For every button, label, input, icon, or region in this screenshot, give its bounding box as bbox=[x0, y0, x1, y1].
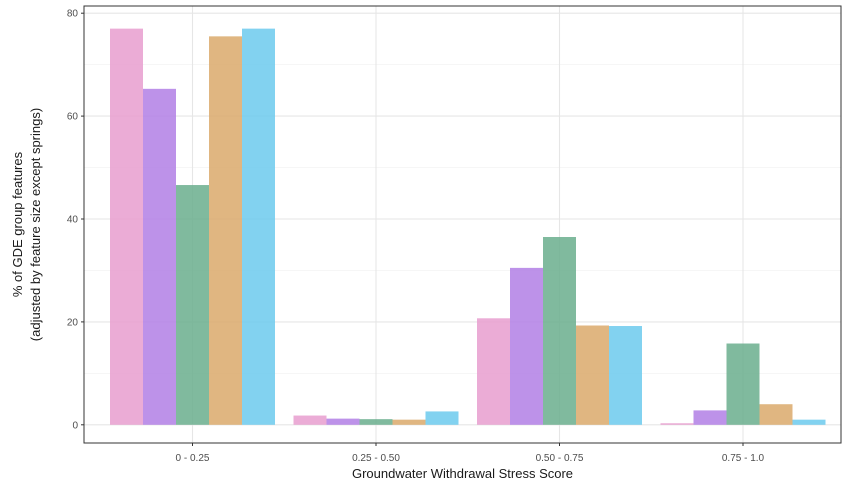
y-tick-label: 0 bbox=[72, 420, 78, 431]
bar bbox=[110, 28, 143, 425]
panel-border bbox=[83, 5, 842, 444]
bar bbox=[143, 88, 176, 425]
x-axis-title: Groundwater Withdrawal Stress Score bbox=[352, 466, 573, 481]
y-tick-label: 80 bbox=[67, 9, 79, 20]
bar bbox=[759, 404, 793, 425]
bar bbox=[359, 419, 393, 425]
y-axis-title-line-1: % of GDE group features bbox=[10, 151, 25, 297]
bar bbox=[609, 326, 642, 425]
bar bbox=[477, 318, 510, 425]
x-tick-label: 0.75 - 1.0 bbox=[722, 453, 765, 464]
bar bbox=[293, 415, 327, 425]
bar bbox=[576, 325, 609, 425]
bar bbox=[242, 28, 275, 425]
bar bbox=[209, 36, 242, 425]
y-tick-label: 40 bbox=[67, 215, 79, 226]
x-tick-label: 0 - 0.25 bbox=[176, 453, 210, 464]
y-tick-label: 60 bbox=[67, 112, 79, 123]
y-tick-label: 20 bbox=[67, 317, 79, 328]
bar bbox=[510, 267, 543, 425]
bar bbox=[660, 423, 694, 425]
x-tick-label: 0.25 - 0.50 bbox=[352, 453, 400, 464]
bar bbox=[792, 419, 826, 425]
bar bbox=[326, 418, 360, 425]
y-axis-title-line-2: (adjusted by feature size except springs… bbox=[28, 108, 43, 341]
bars bbox=[110, 28, 826, 425]
bar bbox=[425, 411, 459, 425]
bar bbox=[392, 419, 426, 425]
bar bbox=[693, 410, 727, 425]
bar bbox=[726, 343, 760, 425]
axis-ticks: 0 20 40 60 80 0 - 0.25 0.25 - 0.50 0.50 - 0.75 0… bbox=[67, 9, 765, 464]
x-tick-label: 0.50 - 0.75 bbox=[536, 453, 584, 464]
bar bbox=[176, 185, 209, 425]
bar bbox=[543, 237, 576, 425]
